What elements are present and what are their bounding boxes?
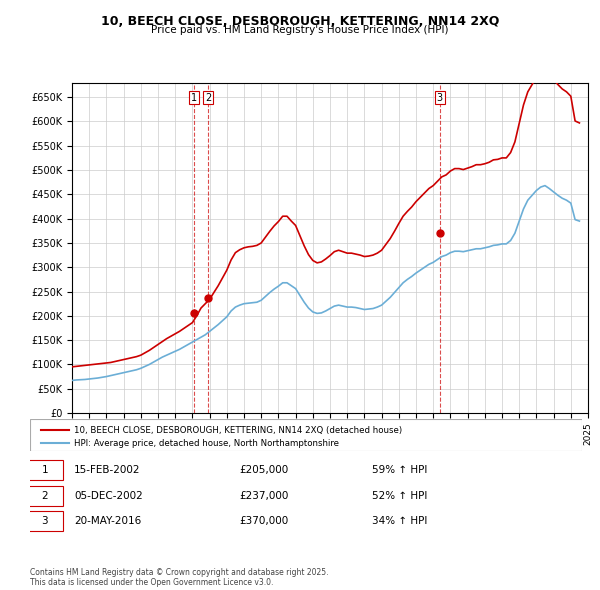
Text: £205,000: £205,000 <box>240 465 289 475</box>
Text: Contains HM Land Registry data © Crown copyright and database right 2025.
This d: Contains HM Land Registry data © Crown c… <box>30 568 329 587</box>
FancyBboxPatch shape <box>30 419 582 451</box>
Text: HPI: Average price, detached house, North Northamptonshire: HPI: Average price, detached house, Nort… <box>74 439 339 448</box>
Text: 2: 2 <box>41 491 48 501</box>
Text: 34% ↑ HPI: 34% ↑ HPI <box>372 516 428 526</box>
Text: 3: 3 <box>437 93 443 103</box>
Text: £237,000: £237,000 <box>240 491 289 501</box>
Text: Price paid vs. HM Land Registry's House Price Index (HPI): Price paid vs. HM Land Registry's House … <box>151 25 449 35</box>
Text: 1: 1 <box>41 465 48 475</box>
Text: 20-MAY-2016: 20-MAY-2016 <box>74 516 142 526</box>
Text: 3: 3 <box>41 516 48 526</box>
Text: 05-DEC-2002: 05-DEC-2002 <box>74 491 143 501</box>
Text: 15-FEB-2002: 15-FEB-2002 <box>74 465 140 475</box>
FancyBboxPatch shape <box>27 486 63 506</box>
FancyBboxPatch shape <box>27 460 63 480</box>
Text: 59% ↑ HPI: 59% ↑ HPI <box>372 465 428 475</box>
Text: £370,000: £370,000 <box>240 516 289 526</box>
Text: 52% ↑ HPI: 52% ↑ HPI <box>372 491 428 501</box>
FancyBboxPatch shape <box>27 511 63 532</box>
Text: 10, BEECH CLOSE, DESBOROUGH, KETTERING, NN14 2XQ: 10, BEECH CLOSE, DESBOROUGH, KETTERING, … <box>101 15 499 28</box>
Text: 10, BEECH CLOSE, DESBOROUGH, KETTERING, NN14 2XQ (detached house): 10, BEECH CLOSE, DESBOROUGH, KETTERING, … <box>74 426 402 435</box>
Text: 2: 2 <box>205 93 211 103</box>
Text: 1: 1 <box>191 93 197 103</box>
